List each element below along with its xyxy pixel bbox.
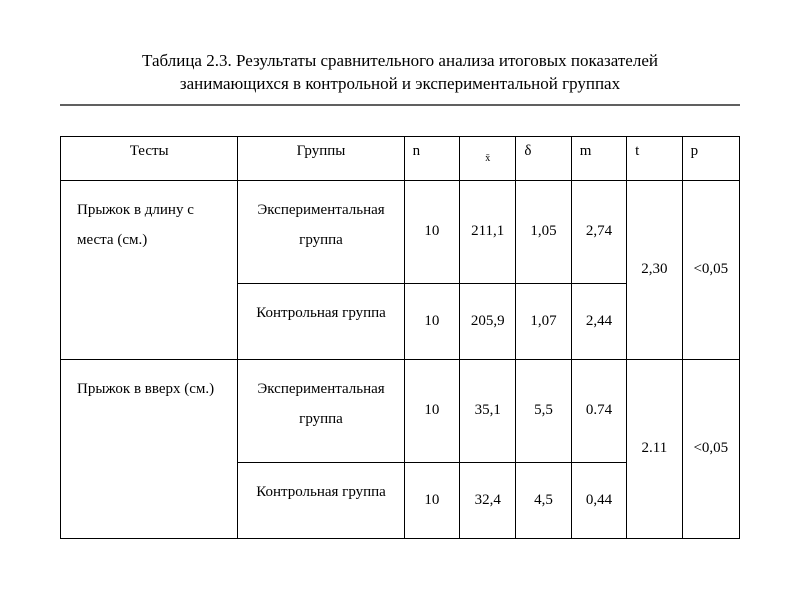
group-name-cell: Контрольная группа [238, 462, 404, 538]
table-row: Прыжок в длину с места (см.) Эксперимент… [61, 180, 740, 283]
title-rule [60, 104, 740, 106]
header-groups: Группы [238, 136, 404, 180]
cell-d: 5,5 [516, 359, 571, 462]
cell-n: 10 [404, 283, 459, 359]
cell-x: 32,4 [460, 462, 516, 538]
table-row: Прыжок в вверх (см.) Экспериментальная г… [61, 359, 740, 462]
cell-p: <0,05 [682, 180, 739, 359]
test-name-cell: Прыжок в длину с места (см.) [61, 180, 238, 359]
cell-t: 2.11 [627, 359, 682, 538]
cell-d: 1,07 [516, 283, 571, 359]
header-m: m [571, 136, 626, 180]
header-n: n [404, 136, 459, 180]
cell-m: 2,74 [571, 180, 626, 283]
cell-x: 211,1 [460, 180, 516, 283]
header-t: t [627, 136, 682, 180]
results-table: Тесты Группы n x̄ δ m t p Прыжок в длину… [60, 136, 740, 539]
cell-m: 0,44 [571, 462, 626, 538]
header-delta: δ [516, 136, 571, 180]
cell-t: 2,30 [627, 180, 682, 359]
group-name-cell: Экспериментальная группа [238, 180, 404, 283]
header-tests: Тесты [61, 136, 238, 180]
cell-d: 4,5 [516, 462, 571, 538]
cell-x: 35,1 [460, 359, 516, 462]
header-p: p [682, 136, 739, 180]
group-name-cell: Контрольная группа [238, 283, 404, 359]
cell-m: 2,44 [571, 283, 626, 359]
cell-n: 10 [404, 359, 459, 462]
cell-m: 0.74 [571, 359, 626, 462]
title-line-1: Таблица 2.3. Результаты сравнительного а… [60, 50, 740, 73]
cell-d: 1,05 [516, 180, 571, 283]
table-caption: Таблица 2.3. Результаты сравнительного а… [60, 50, 740, 96]
cell-p: <0,05 [682, 359, 739, 538]
header-row: Тесты Группы n x̄ δ m t p [61, 136, 740, 180]
header-xbar: x̄ [460, 136, 516, 180]
cell-x: 205,9 [460, 283, 516, 359]
title-line-2: занимающихся в контрольной и эксперимент… [60, 73, 740, 96]
group-name-cell: Экспериментальная группа [238, 359, 404, 462]
cell-n: 10 [404, 180, 459, 283]
cell-n: 10 [404, 462, 459, 538]
test-name-cell: Прыжок в вверх (см.) [61, 359, 238, 538]
